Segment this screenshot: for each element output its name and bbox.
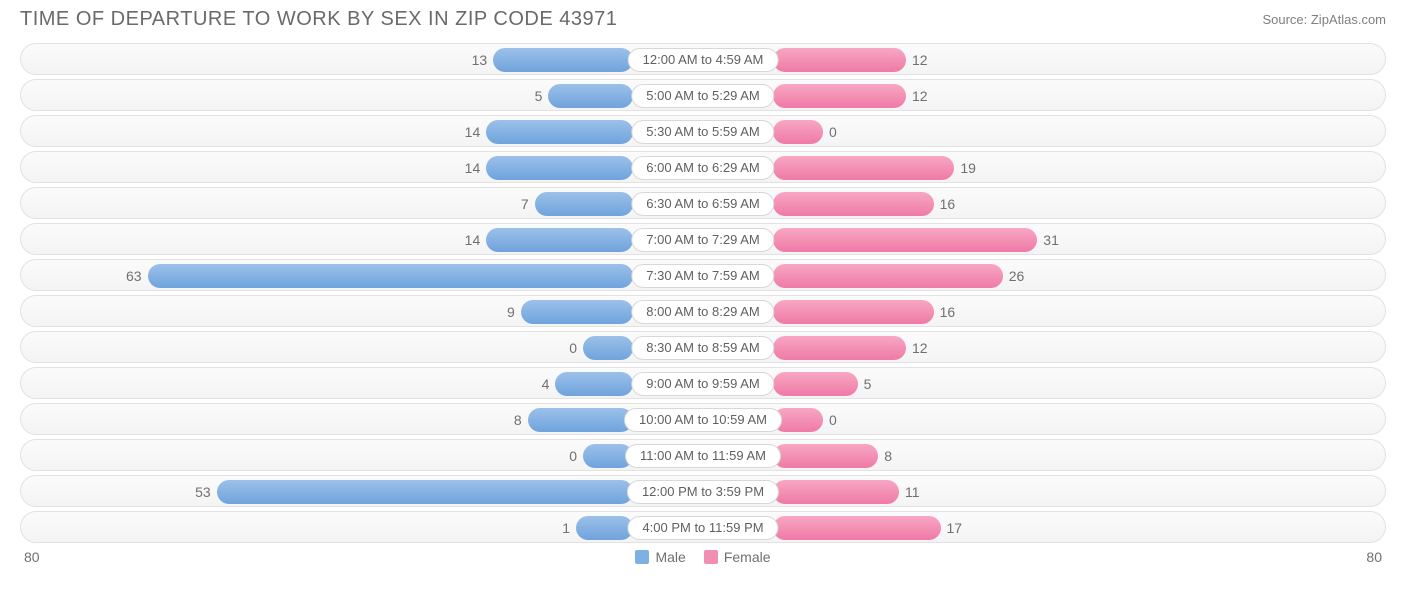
chart-row: 0 8 11:00 AM to 11:59 AM bbox=[20, 439, 1386, 471]
bar-male bbox=[528, 408, 633, 432]
bar-female bbox=[773, 264, 1003, 288]
category-pill: 10:00 AM to 10:59 AM bbox=[624, 408, 782, 432]
value-male: 14 bbox=[465, 224, 481, 256]
chart-footer: 80 Male Female 80 bbox=[0, 547, 1406, 565]
value-female: 12 bbox=[912, 80, 928, 112]
value-female: 0 bbox=[829, 404, 837, 436]
bar-male bbox=[486, 120, 633, 144]
category-pill: 4:00 PM to 11:59 PM bbox=[627, 516, 778, 540]
category-pill: 9:00 AM to 9:59 AM bbox=[631, 372, 774, 396]
bar-male bbox=[548, 84, 633, 108]
value-male: 4 bbox=[542, 368, 550, 400]
value-female: 17 bbox=[947, 512, 963, 544]
value-female: 8 bbox=[884, 440, 892, 472]
chart-row: 9 16 8:00 AM to 8:29 AM bbox=[20, 295, 1386, 327]
bar-male bbox=[217, 480, 633, 504]
value-male: 7 bbox=[521, 188, 529, 220]
value-male: 14 bbox=[465, 116, 481, 148]
bar-male bbox=[576, 516, 633, 540]
value-female: 16 bbox=[940, 188, 956, 220]
chart-row: 1 17 4:00 PM to 11:59 PM bbox=[20, 511, 1386, 543]
legend: Male Female bbox=[635, 549, 770, 565]
category-pill: 6:30 AM to 6:59 AM bbox=[631, 192, 774, 216]
category-pill: 7:30 AM to 7:59 AM bbox=[631, 264, 774, 288]
category-pill: 5:30 AM to 5:59 AM bbox=[631, 120, 774, 144]
chart-area: 13 12 12:00 AM to 4:59 AM 5 12 5:00 AM to 5:2… bbox=[0, 43, 1406, 543]
value-female: 12 bbox=[912, 44, 928, 76]
value-male: 0 bbox=[569, 440, 577, 472]
legend-swatch-male bbox=[635, 550, 649, 564]
axis-max-right: 80 bbox=[1366, 549, 1382, 565]
value-male: 14 bbox=[465, 152, 481, 184]
bar-male bbox=[486, 156, 633, 180]
bar-female bbox=[773, 48, 906, 72]
chart-row: 14 31 7:00 AM to 7:29 AM bbox=[20, 223, 1386, 255]
value-female: 19 bbox=[960, 152, 976, 184]
value-male: 8 bbox=[514, 404, 522, 436]
bar-female bbox=[773, 84, 906, 108]
value-female: 5 bbox=[864, 368, 872, 400]
value-male: 1 bbox=[562, 512, 570, 544]
chart-title: TIME OF DEPARTURE TO WORK BY SEX IN ZIP … bbox=[20, 8, 617, 31]
legend-label-female: Female bbox=[724, 549, 771, 565]
value-female: 0 bbox=[829, 116, 837, 148]
value-female: 12 bbox=[912, 332, 928, 364]
value-male: 9 bbox=[507, 296, 515, 328]
value-male: 5 bbox=[535, 80, 543, 112]
value-male: 13 bbox=[472, 44, 488, 76]
bar-female bbox=[773, 192, 934, 216]
value-female: 26 bbox=[1009, 260, 1025, 292]
category-pill: 7:00 AM to 7:29 AM bbox=[631, 228, 774, 252]
chart-row: 0 12 8:30 AM to 8:59 AM bbox=[20, 331, 1386, 363]
bar-male bbox=[535, 192, 633, 216]
bar-female bbox=[773, 156, 954, 180]
chart-row: 13 12 12:00 AM to 4:59 AM bbox=[20, 43, 1386, 75]
bar-female bbox=[773, 228, 1037, 252]
bar-male bbox=[493, 48, 633, 72]
chart-row: 14 0 5:30 AM to 5:59 AM bbox=[20, 115, 1386, 147]
bar-female bbox=[773, 300, 934, 324]
bar-male bbox=[148, 264, 633, 288]
chart-row: 8 0 10:00 AM to 10:59 AM bbox=[20, 403, 1386, 435]
chart-source: Source: ZipAtlas.com bbox=[1262, 12, 1386, 27]
category-pill: 12:00 AM to 4:59 AM bbox=[628, 48, 779, 72]
value-male: 0 bbox=[569, 332, 577, 364]
bar-male bbox=[486, 228, 633, 252]
category-pill: 11:00 AM to 11:59 AM bbox=[625, 444, 781, 468]
category-pill: 5:00 AM to 5:29 AM bbox=[631, 84, 774, 108]
category-pill: 8:00 AM to 8:29 AM bbox=[631, 300, 774, 324]
bar-female bbox=[773, 336, 906, 360]
bar-female bbox=[773, 480, 899, 504]
chart-row: 7 16 6:30 AM to 6:59 AM bbox=[20, 187, 1386, 219]
chart-row: 5 12 5:00 AM to 5:29 AM bbox=[20, 79, 1386, 111]
category-pill: 12:00 PM to 3:59 PM bbox=[627, 480, 779, 504]
bar-female bbox=[773, 372, 858, 396]
bar-female bbox=[773, 516, 941, 540]
chart-header: TIME OF DEPARTURE TO WORK BY SEX IN ZIP … bbox=[0, 0, 1406, 43]
legend-item-male: Male bbox=[635, 549, 685, 565]
value-female: 16 bbox=[940, 296, 956, 328]
chart-row: 4 5 9:00 AM to 9:59 AM bbox=[20, 367, 1386, 399]
bar-male bbox=[583, 336, 633, 360]
bar-female bbox=[773, 444, 878, 468]
legend-item-female: Female bbox=[704, 549, 771, 565]
bar-female bbox=[773, 120, 823, 144]
axis-max-left: 80 bbox=[24, 549, 40, 565]
value-female: 11 bbox=[905, 476, 920, 508]
chart-row: 53 11 12:00 PM to 3:59 PM bbox=[20, 475, 1386, 507]
chart-row: 14 19 6:00 AM to 6:29 AM bbox=[20, 151, 1386, 183]
chart-row: 63 26 7:30 AM to 7:59 AM bbox=[20, 259, 1386, 291]
value-male: 63 bbox=[126, 260, 142, 292]
value-female: 31 bbox=[1043, 224, 1059, 256]
category-pill: 6:00 AM to 6:29 AM bbox=[631, 156, 774, 180]
bar-male bbox=[521, 300, 633, 324]
category-pill: 8:30 AM to 8:59 AM bbox=[631, 336, 774, 360]
bar-male bbox=[555, 372, 633, 396]
legend-label-male: Male bbox=[655, 549, 685, 565]
legend-swatch-female bbox=[704, 550, 718, 564]
value-male: 53 bbox=[195, 476, 211, 508]
